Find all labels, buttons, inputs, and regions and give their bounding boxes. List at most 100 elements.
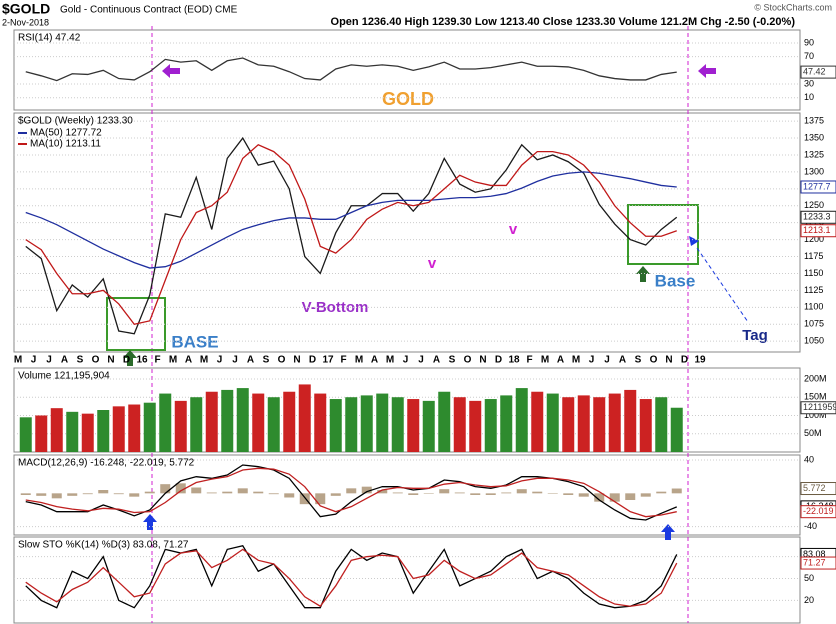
arrow (123, 350, 137, 366)
arrow (143, 514, 157, 530)
panel-legend: MACD(12,26,9) -16.248, -22.019, 5.772 (18, 458, 195, 469)
y-tick-label: 50M (804, 428, 822, 438)
y-tick-label: 50 (804, 573, 814, 583)
x-tick-label: S (77, 355, 84, 366)
last-value-box (800, 482, 836, 496)
bar (484, 399, 497, 452)
bar (36, 493, 47, 496)
bar (128, 404, 141, 452)
bar (35, 415, 48, 452)
bar (221, 389, 234, 452)
x-tick-label: M (541, 355, 549, 366)
x-tick-label: 18 (508, 355, 520, 366)
bar (113, 493, 124, 495)
x-tick-label: A (619, 355, 626, 366)
x-tick-label: A (185, 355, 192, 366)
x-tick-label: 16 (136, 355, 148, 366)
symbol: $GOLD (2, 1, 50, 17)
x-tick-label: N (479, 355, 486, 366)
series-line (25, 545, 678, 609)
x-tick-label: S (449, 355, 456, 366)
bar (268, 493, 279, 495)
bar (639, 399, 652, 452)
bar (485, 493, 496, 495)
arrow (162, 64, 180, 78)
y-tick-label: 1175 (804, 251, 823, 261)
bar (329, 399, 342, 452)
series-line (25, 171, 677, 269)
y-tick-label: 1300 (804, 166, 824, 176)
bar (360, 395, 373, 452)
x-tick-label: J (217, 355, 223, 366)
annotation: v (428, 255, 437, 272)
bar (516, 489, 527, 494)
bar (346, 488, 357, 494)
y-tick-label: 1050 (804, 336, 824, 346)
bar (670, 407, 683, 452)
bar (174, 400, 187, 452)
bar (129, 493, 140, 497)
x-tick-label: M (169, 355, 177, 366)
x-tick-label: O (92, 355, 100, 366)
base-box (627, 204, 699, 265)
series-line (25, 57, 677, 82)
bar (640, 493, 651, 497)
bar (546, 393, 559, 452)
annotation: Base (655, 271, 696, 290)
last-value-label: 1213.1 (803, 225, 831, 235)
bar (190, 397, 203, 452)
y-tick-label: 1125 (804, 285, 823, 295)
bar (298, 384, 311, 452)
bar (625, 493, 636, 500)
bar (407, 399, 420, 452)
x-tick-label: F (154, 355, 160, 366)
last-value-box (800, 505, 836, 519)
last-value-label: 47.42 (803, 66, 826, 76)
x-tick-label: A (371, 355, 378, 366)
y-tick-label: -40 (804, 521, 817, 531)
y-tick-label: 1350 (804, 132, 824, 142)
bar (50, 408, 63, 452)
bar (237, 488, 248, 494)
x-tick-label: M (14, 355, 22, 366)
bar (191, 487, 202, 494)
bar (82, 493, 93, 495)
last-value-box (800, 65, 836, 79)
x-tick-label: J (403, 355, 409, 366)
x-tick-label: O (650, 355, 658, 366)
bar (361, 486, 372, 494)
bar (515, 388, 528, 452)
bar (577, 395, 590, 452)
x-tick-label: N (107, 355, 114, 366)
x-tick-label: O (278, 355, 286, 366)
annotation: Tag (742, 327, 768, 344)
bar (299, 493, 310, 505)
x-tick-label: A (433, 355, 440, 366)
bar (253, 491, 264, 494)
bar (112, 406, 125, 452)
bar (330, 493, 341, 496)
bar (98, 490, 109, 494)
x-tick-label: A (247, 355, 254, 366)
last-value-label: 121195904 (803, 402, 836, 412)
last-value-label: 1233.3 (803, 212, 831, 222)
x-tick-label: J (31, 355, 37, 366)
bar (500, 395, 513, 452)
x-tick-label: J (604, 355, 610, 366)
y-tick-label: 1100 (804, 302, 823, 312)
last-value-box (800, 556, 836, 570)
bar (656, 491, 667, 494)
bar (252, 393, 265, 452)
bar (97, 410, 110, 452)
x-tick-label: D (495, 355, 502, 366)
x-tick-label: M (572, 355, 580, 366)
date: 2-Nov-2018 (2, 17, 49, 27)
bar (283, 391, 296, 452)
x-tick-label: D (681, 355, 688, 366)
bar (671, 488, 682, 494)
bar (175, 483, 186, 494)
x-tick-label: F (526, 355, 532, 366)
bar (609, 493, 620, 502)
bar (562, 397, 575, 452)
